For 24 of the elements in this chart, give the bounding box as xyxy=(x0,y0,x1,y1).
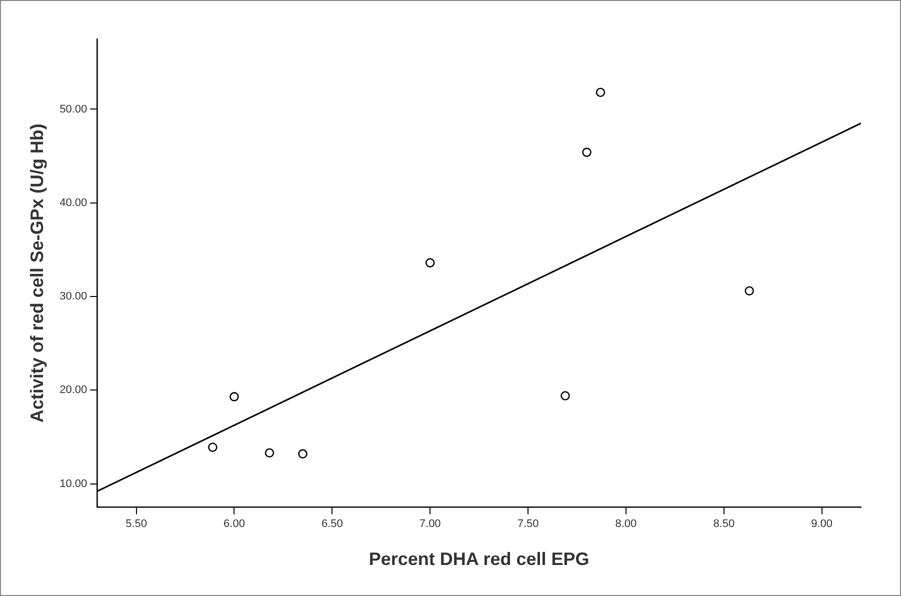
y-tick-label: 50.00 xyxy=(60,103,88,116)
y-tick-label: 10.00 xyxy=(60,478,88,490)
x-tick-label: 8.00 xyxy=(615,518,637,530)
x-tick-label: 8.50 xyxy=(713,518,735,530)
x-axis-title: Percent DHA red cell EPG xyxy=(368,549,590,570)
point xyxy=(264,448,274,458)
point xyxy=(298,449,308,458)
y-tick-label: 30.00 xyxy=(60,290,88,303)
y-axis-title: Activity of red cell Se-GPx (U/g Hb) xyxy=(26,124,47,423)
x-tick-label: 6.50 xyxy=(321,518,343,530)
point xyxy=(208,442,218,452)
point xyxy=(744,286,754,296)
y-tick-label: 20.00 xyxy=(60,384,88,396)
x-tick-label: 7.50 xyxy=(517,518,539,530)
x-tick-label: 6.00 xyxy=(224,518,245,530)
x-tick-label: 9.00 xyxy=(811,518,833,530)
point xyxy=(596,88,606,98)
point xyxy=(230,392,239,402)
point xyxy=(582,148,592,157)
point xyxy=(425,258,435,268)
y-tick-label: 40.00 xyxy=(60,196,88,209)
point xyxy=(560,391,570,400)
x-tick-label: 5.50 xyxy=(126,518,148,530)
x-tick-label: 7.00 xyxy=(419,518,441,530)
